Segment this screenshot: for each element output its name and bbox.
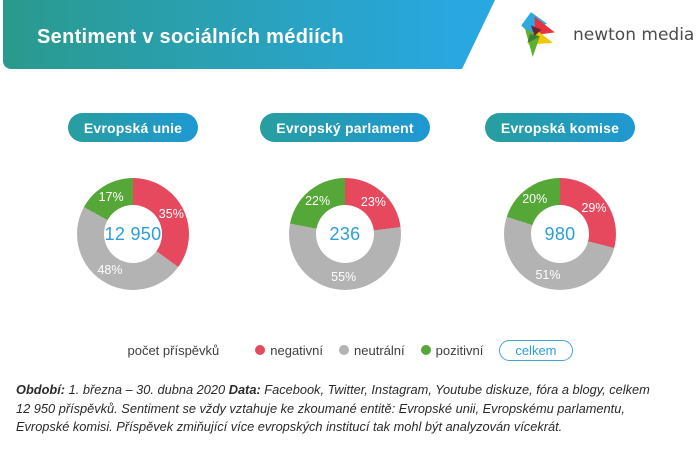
donut-center: 12 950	[104, 205, 162, 263]
footer-note: Období: 1. března – 30. dubna 2020 Data:…	[16, 382, 650, 435]
header-banner: Sentiment v sociálních médiích	[3, 0, 495, 69]
legend-item-label: negativní	[270, 342, 324, 358]
slice-percent-label: 22%	[305, 193, 331, 208]
legend-item-neutral: neutrální	[339, 343, 405, 358]
donut-total-value: 236	[329, 223, 361, 244]
donut-center: 980	[531, 205, 589, 263]
entity-pill-evropsky-parlament: Evropský parlament	[260, 113, 430, 142]
logo-brand-text: newton media	[573, 25, 695, 45]
slice-percent-label: 48%	[97, 263, 123, 278]
slice-percent-label: 29%	[581, 200, 607, 215]
slice-percent-label: 23%	[360, 194, 386, 209]
legend-item-label: pozitivní	[435, 342, 484, 358]
neutral-dot-icon	[339, 345, 350, 355]
donut-center: 236	[316, 205, 374, 263]
newton-media-logo: newton media	[516, 11, 694, 59]
positive-dot-icon	[420, 345, 431, 355]
charts-row: Evropská unie 12 950 35% 48% 17% Evropský …	[0, 113, 700, 323]
chart-column-evropska-komise: Evropská komise 980 29% 51% 20%	[450, 113, 670, 290]
donut-chart-evropsky-parlament: 236 23% 55% 22%	[289, 178, 401, 290]
legend-item-label: neutrální	[354, 342, 405, 358]
slice-percent-label: 20%	[522, 192, 548, 207]
legend-item-positive: pozitivní	[420, 342, 484, 358]
page-title: Sentiment v sociálních médiích	[37, 26, 344, 48]
total-toggle-pill[interactable]: celkem	[499, 339, 573, 361]
legend-count-label: počet příspěvků	[127, 342, 220, 358]
donut-total-value: 12 950	[104, 223, 162, 244]
entity-pill-evropska-unie: Evropská unie	[67, 113, 199, 142]
negative-dot-icon	[255, 345, 266, 355]
slice-percent-label: 55%	[331, 269, 357, 284]
chart-column-evropsky-parlament: Evropský parlament 236 23% 55% 22%	[235, 113, 455, 290]
slice-percent-label: 51%	[535, 268, 561, 283]
legend-item-negative: negativní	[255, 343, 323, 358]
chart-column-evropska-unie: Evropská unie 12 950 35% 48% 17%	[23, 113, 243, 290]
entity-pill-evropska-komise: Evropská komise	[484, 113, 636, 142]
donut-total-value: 980	[544, 223, 576, 244]
pinwheel-logo-icon	[521, 12, 555, 57]
legend: počet příspěvků negativní neutrální pozi…	[0, 336, 700, 364]
donut-chart-evropska-unie: 12 950 35% 48% 17%	[77, 178, 189, 290]
slice-percent-label: 35%	[158, 207, 184, 222]
donut-chart-evropska-komise: 980 29% 51% 20%	[504, 178, 616, 290]
slice-percent-label: 17%	[98, 189, 124, 204]
